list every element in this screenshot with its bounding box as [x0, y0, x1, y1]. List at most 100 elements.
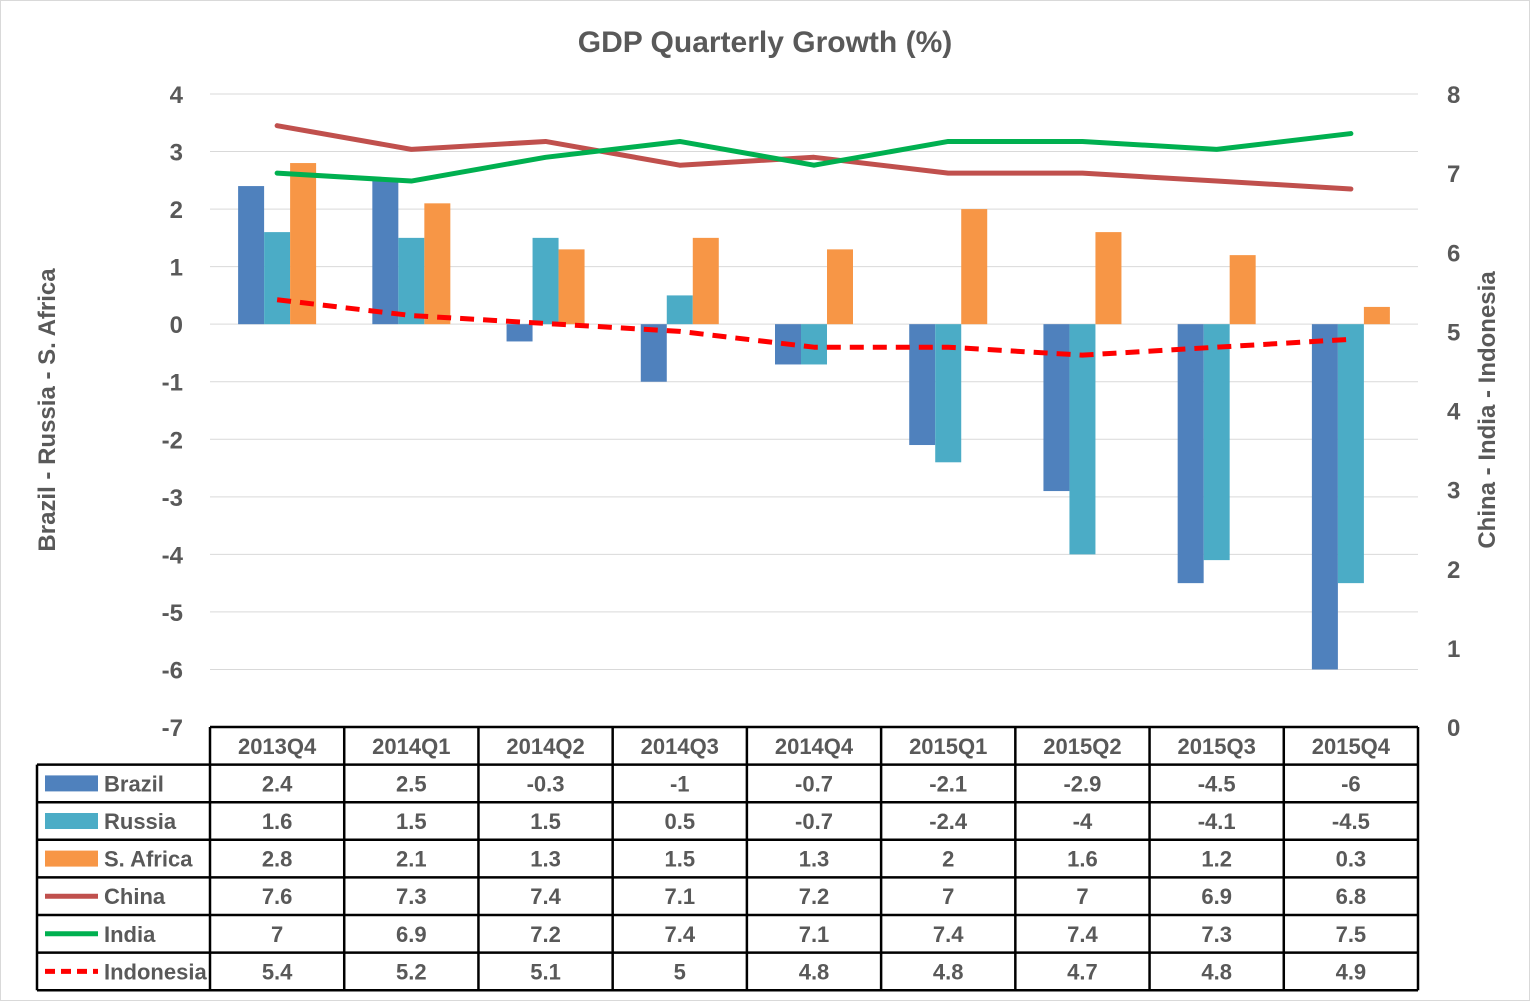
bar-russia — [666, 295, 693, 325]
legend-label-s-africa: S. Africa — [104, 847, 193, 872]
line-series-group — [274, 123, 1354, 358]
bar-brazil — [506, 324, 533, 342]
y-tick-right: 6 — [1447, 240, 1460, 267]
table-cell: 7.4 — [664, 922, 695, 947]
table-cell: 4.8 — [933, 959, 964, 984]
y-tick-left: -5 — [162, 600, 183, 627]
table-cell: 2.1 — [396, 847, 427, 872]
table-cell: 5.1 — [530, 959, 561, 984]
x-tick-label: 2015Q2 — [1043, 734, 1121, 759]
y-axis-label-right: China - India - Indonesia — [1474, 271, 1501, 549]
line-indonesia — [276, 297, 1352, 358]
y-tick-right: 7 — [1447, 161, 1460, 188]
bar-brazil — [640, 324, 667, 382]
bar-s-africa — [692, 237, 719, 325]
table-cell: -4.5 — [1332, 809, 1370, 834]
table-cell: 1.3 — [799, 847, 830, 872]
x-tick-label: 2014Q3 — [641, 734, 719, 759]
table-cell: 1.2 — [1201, 847, 1232, 872]
table-cell: 1.3 — [530, 847, 561, 872]
bar-russia — [1337, 324, 1364, 584]
table-cell: 7.5 — [1336, 922, 1367, 947]
table-cell: 0.3 — [1336, 847, 1367, 872]
table-cell: -2.1 — [929, 771, 967, 796]
y-tick-left: 0 — [170, 312, 183, 339]
table-cell: 7.4 — [1067, 922, 1098, 947]
axis-ticks: 4 3 2 1 0 -1 -2 -3 -4 -5 -6 -7 8 7 6 5 4 3 2 1 0 — [162, 82, 1461, 742]
bar-russia — [1069, 324, 1096, 555]
bar-s-africa — [827, 249, 853, 325]
table-cell: 1.5 — [664, 847, 695, 872]
bar-s-africa — [1229, 255, 1256, 325]
table-cell: 1.5 — [396, 809, 427, 834]
y-tick-right: 4 — [1447, 399, 1461, 426]
y-tick-right: 5 — [1447, 319, 1460, 346]
table-cell: 7.3 — [396, 884, 427, 909]
table-cell: 5 — [674, 959, 686, 984]
table-cell: 6.8 — [1336, 884, 1367, 909]
x-tick-label: 2014Q2 — [506, 734, 584, 759]
table-cell: 4.8 — [1201, 959, 1232, 984]
bar-s-africa — [558, 249, 585, 325]
bar-brazil — [1177, 324, 1204, 584]
bar-russia — [264, 232, 291, 325]
bar-s-africa — [424, 203, 451, 325]
table-cell: -2.9 — [1063, 771, 1101, 796]
legend-label-china: China — [104, 884, 166, 909]
table-cell: 2 — [942, 847, 954, 872]
table-cell: 7 — [942, 884, 954, 909]
table-cell: -1 — [670, 771, 690, 796]
bar-series-group — [238, 163, 1390, 670]
y-tick-left: -7 — [162, 715, 183, 742]
line-india — [274, 131, 1354, 184]
x-tick-label: 2014Q4 — [775, 734, 854, 759]
y-tick-left: -6 — [162, 657, 183, 684]
legend-key-brazil — [45, 775, 98, 792]
x-tick-label: 2015Q1 — [909, 734, 987, 759]
chart-title: GDP Quarterly Growth (%) — [578, 26, 953, 59]
table-cell: 4.8 — [799, 959, 830, 984]
legend-label-brazil: Brazil — [104, 771, 164, 796]
y-tick-right: 3 — [1447, 478, 1460, 505]
y-tick-left: -4 — [162, 542, 184, 569]
table-cell: 4.9 — [1336, 959, 1367, 984]
y-tick-right: 1 — [1447, 636, 1460, 663]
bar-russia — [1203, 324, 1230, 561]
x-tick-label: 2014Q1 — [372, 734, 450, 759]
table-cell: 6.9 — [1201, 884, 1232, 909]
legend-key-russia — [45, 813, 98, 829]
bar-russia — [398, 237, 425, 325]
table-cell: 6.9 — [396, 922, 427, 947]
table-cell: 7.3 — [1201, 922, 1232, 947]
table-cell: 7.4 — [530, 884, 561, 909]
table-cell: 2.4 — [262, 771, 293, 796]
table-cell: 1.6 — [1067, 847, 1098, 872]
table-cell: 7 — [1076, 884, 1088, 909]
bar-s-africa — [961, 209, 988, 325]
table-cell: 1.5 — [530, 809, 561, 834]
table-cell: 7 — [271, 922, 283, 947]
table-cell: 2.5 — [396, 771, 427, 796]
y-tick-left: -1 — [162, 370, 183, 397]
table-cell: -4 — [1073, 809, 1093, 834]
y-tick-right: 2 — [1447, 557, 1460, 584]
table-cell: -6 — [1341, 771, 1361, 796]
bar-s-africa — [1095, 232, 1122, 325]
bar-s-africa — [1363, 306, 1390, 325]
legend-label-indonesia: Indonesia — [104, 959, 207, 984]
y-tick-left: 1 — [170, 255, 183, 282]
bar-brazil — [238, 186, 265, 325]
bar-s-africa — [290, 163, 317, 325]
table-cell: -0.3 — [527, 771, 565, 796]
line-china — [274, 123, 1354, 192]
data-table: 2013Q4 2014Q1 2014Q2 2014Q3 2014Q4 2015Q1 2015… — [35, 725, 1420, 992]
y-tick-left: -2 — [162, 427, 183, 454]
table-cell: 7.4 — [933, 922, 964, 947]
table-cell: 4.7 — [1067, 959, 1098, 984]
table-cell: 7.6 — [262, 884, 293, 909]
table-cell: -2.4 — [929, 809, 968, 834]
y-tick-right: 0 — [1447, 715, 1460, 742]
x-tick-label: 2013Q4 — [238, 734, 317, 759]
y-tick-left: 2 — [170, 197, 183, 224]
